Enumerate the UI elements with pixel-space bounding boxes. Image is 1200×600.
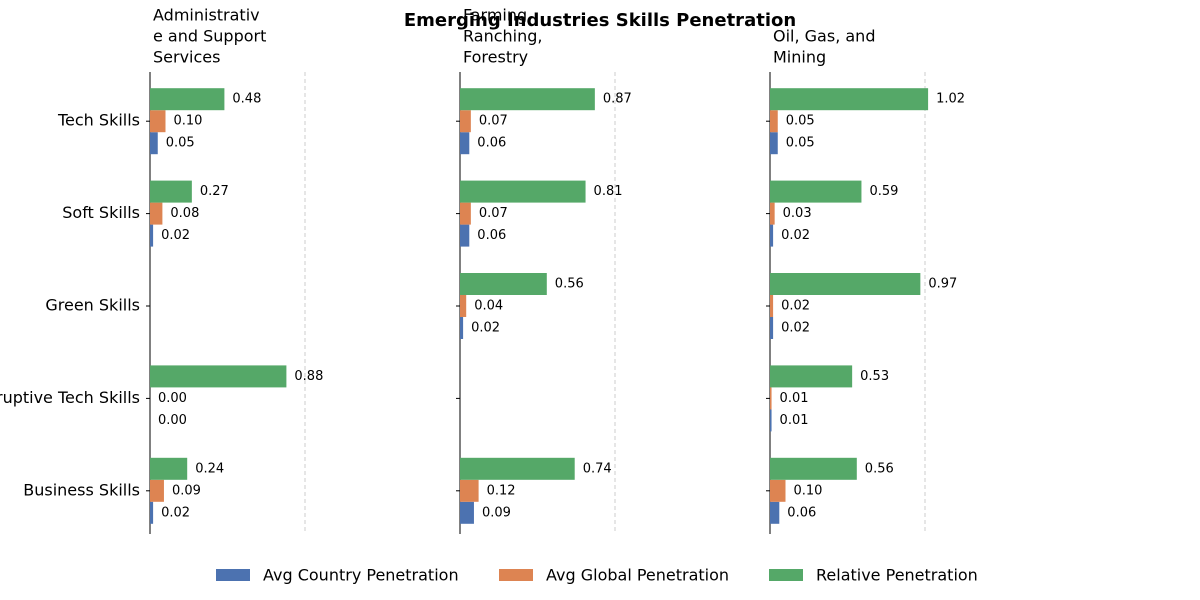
bar bbox=[460, 110, 471, 133]
value-label: 0.81 bbox=[594, 184, 623, 199]
panel-title: Oil, Gas, and bbox=[773, 27, 875, 46]
legend-swatch bbox=[499, 569, 533, 581]
y-tick-label: Disruptive Tech Skills bbox=[0, 388, 140, 407]
value-label: 0.07 bbox=[479, 206, 508, 221]
bar bbox=[460, 295, 467, 317]
panel-title: e and Support bbox=[153, 27, 266, 46]
bar bbox=[770, 479, 786, 502]
value-label: 0.02 bbox=[471, 321, 500, 336]
bar bbox=[150, 88, 225, 111]
bar bbox=[770, 273, 921, 295]
value-label: 0.53 bbox=[860, 369, 889, 384]
legend-label: Relative Penetration bbox=[816, 566, 978, 585]
legend-label: Avg Country Penetration bbox=[263, 566, 459, 585]
bar bbox=[460, 224, 470, 247]
bar bbox=[770, 224, 774, 247]
bar bbox=[770, 457, 857, 480]
value-label: 0.24 bbox=[195, 461, 224, 476]
value-label: 0.06 bbox=[477, 228, 506, 243]
value-label: 0.87 bbox=[603, 92, 632, 107]
bar bbox=[150, 224, 154, 247]
bar bbox=[460, 202, 471, 225]
value-label: 0.59 bbox=[869, 184, 898, 199]
value-label: 0.01 bbox=[780, 391, 809, 406]
bar bbox=[770, 387, 772, 410]
value-label: 0.27 bbox=[200, 184, 229, 199]
value-label: 0.56 bbox=[555, 277, 584, 292]
panel-title: Farming, bbox=[463, 6, 532, 25]
bar bbox=[150, 457, 188, 480]
panel-title: Forestry bbox=[463, 48, 528, 67]
panel-title: Administrativ bbox=[153, 6, 260, 25]
bar bbox=[770, 317, 774, 339]
bar bbox=[460, 180, 586, 203]
bar bbox=[150, 110, 166, 133]
value-label: 0.74 bbox=[583, 461, 612, 476]
value-label: 0.01 bbox=[780, 413, 809, 428]
value-label: 0.05 bbox=[166, 136, 195, 151]
bar bbox=[460, 273, 547, 295]
value-label: 0.07 bbox=[479, 114, 508, 129]
value-label: 0.06 bbox=[477, 136, 506, 151]
bar bbox=[460, 132, 470, 155]
value-label: 0.05 bbox=[786, 136, 815, 151]
value-label: 0.97 bbox=[928, 277, 957, 292]
bar bbox=[150, 202, 163, 225]
value-label: 0.05 bbox=[786, 114, 815, 129]
value-label: 0.06 bbox=[787, 505, 816, 520]
bar bbox=[770, 202, 775, 225]
value-label: 0.56 bbox=[865, 461, 894, 476]
bar bbox=[460, 457, 575, 480]
bar bbox=[770, 295, 774, 317]
value-label: 0.08 bbox=[170, 206, 199, 221]
legend-swatch bbox=[216, 569, 250, 581]
panel-title: Ranching, bbox=[463, 27, 542, 46]
value-label: 1.02 bbox=[936, 92, 965, 107]
bar bbox=[770, 88, 929, 111]
bar bbox=[460, 317, 464, 339]
bar bbox=[770, 365, 853, 388]
bar bbox=[770, 180, 862, 203]
value-label: 0.09 bbox=[172, 483, 201, 498]
value-label: 0.02 bbox=[161, 505, 190, 520]
y-tick-label: Green Skills bbox=[45, 296, 140, 315]
legend-swatch bbox=[769, 569, 803, 581]
value-label: 0.00 bbox=[158, 391, 187, 406]
bar bbox=[150, 365, 287, 388]
bar bbox=[150, 132, 158, 155]
value-label: 0.48 bbox=[232, 92, 261, 107]
y-tick-label: Tech Skills bbox=[57, 111, 140, 130]
value-label: 0.02 bbox=[161, 228, 190, 243]
value-label: 0.02 bbox=[781, 321, 810, 336]
value-label: 0.02 bbox=[781, 299, 810, 314]
value-label: 0.03 bbox=[783, 206, 812, 221]
bar bbox=[770, 132, 778, 155]
value-label: 0.02 bbox=[781, 228, 810, 243]
panel-title: Services bbox=[153, 48, 220, 67]
bar bbox=[460, 88, 595, 111]
bar bbox=[150, 501, 154, 524]
y-tick-label: Business Skills bbox=[23, 480, 140, 499]
bar bbox=[770, 110, 778, 133]
value-label: 0.04 bbox=[474, 299, 503, 314]
bar bbox=[460, 479, 479, 502]
value-label: 0.00 bbox=[158, 413, 187, 428]
value-label: 0.88 bbox=[294, 369, 323, 384]
value-label: 0.12 bbox=[487, 483, 516, 498]
bar bbox=[150, 479, 164, 502]
y-tick-label: Soft Skills bbox=[62, 203, 140, 222]
bar bbox=[770, 409, 772, 432]
chart-title: Emerging Industries Skills Penetration bbox=[404, 10, 796, 31]
bar bbox=[150, 180, 192, 203]
panel-title: Mining bbox=[773, 48, 826, 67]
legend-label: Avg Global Penetration bbox=[546, 566, 729, 585]
value-label: 0.10 bbox=[794, 483, 823, 498]
bar bbox=[770, 501, 780, 524]
bar bbox=[460, 501, 474, 524]
value-label: 0.10 bbox=[174, 114, 203, 129]
value-label: 0.09 bbox=[482, 505, 511, 520]
